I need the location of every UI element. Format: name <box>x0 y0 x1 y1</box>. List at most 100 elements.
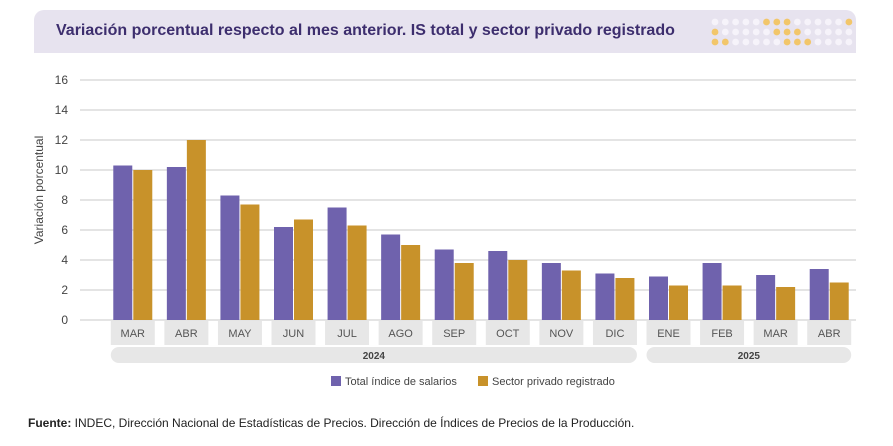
decorative-dot <box>742 28 750 36</box>
category-box <box>164 321 209 345</box>
year-group-box <box>646 347 852 363</box>
bar-privado <box>347 225 367 320</box>
category-box <box>378 321 423 345</box>
y-tick-label: 8 <box>61 193 68 207</box>
bar-total <box>220 195 240 320</box>
bar-privado <box>454 263 474 320</box>
decorative-dot <box>732 28 739 36</box>
decorative-dot <box>773 28 781 36</box>
year-group-label: 2025 <box>738 351 761 362</box>
decorative-dot <box>814 38 822 46</box>
decorative-dot <box>763 18 770 26</box>
bar-total <box>381 234 401 320</box>
decorative-dot <box>773 18 781 26</box>
bar-privado <box>829 282 849 320</box>
bar-total <box>113 165 133 320</box>
decorative-dot <box>752 38 760 46</box>
decorative-dot <box>752 18 760 26</box>
bar-total <box>756 275 776 320</box>
x-tick-label: MAY <box>228 328 252 340</box>
category-box <box>700 321 745 345</box>
bar-total <box>702 263 722 320</box>
category-box <box>646 321 691 345</box>
x-tick-label: JUN <box>283 328 304 340</box>
decorative-dot <box>814 28 822 36</box>
bar-total <box>595 273 615 320</box>
decorative-dot <box>814 18 822 26</box>
decorative-dot <box>794 38 801 46</box>
y-tick-label: 6 <box>61 223 68 237</box>
decorative-dot <box>732 18 739 26</box>
bar-privado <box>508 260 528 320</box>
x-tick-label: FEB <box>711 328 732 340</box>
x-tick-label: AGO <box>388 328 413 340</box>
decorative-dot <box>773 38 781 46</box>
category-box <box>807 321 852 345</box>
x-tick-label: OCT <box>496 328 520 340</box>
category-box <box>485 321 530 345</box>
decorative-dot <box>845 18 853 26</box>
chart-header: Variación porcentual respecto al mes ant… <box>34 10 856 53</box>
bar-total <box>649 276 668 320</box>
category-box <box>592 321 637 345</box>
x-tick-label: ENE <box>657 328 680 340</box>
y-axis-label: Variación porcentual <box>32 136 46 245</box>
x-tick-label: SEP <box>443 328 465 340</box>
category-box <box>432 321 477 345</box>
x-tick-label: NOV <box>549 328 574 340</box>
decorative-dot <box>835 18 842 26</box>
category-box <box>271 321 316 345</box>
bar-total <box>541 263 561 320</box>
source-label: Fuente: <box>28 416 72 430</box>
decorative-dot <box>824 18 832 26</box>
source-text: INDEC, Dirección Nacional de Estadística… <box>71 416 635 430</box>
decorative-dot <box>732 38 739 46</box>
bar-total <box>434 249 454 320</box>
category-box <box>325 321 370 345</box>
x-tick-label: JUL <box>337 328 357 340</box>
y-tick-label: 10 <box>55 163 69 177</box>
decorative-dot <box>721 38 729 46</box>
legend-label: Total índice de salarios <box>345 376 457 388</box>
chart-title: Variación porcentual respecto al mes ant… <box>56 22 675 39</box>
bar-privado <box>776 287 796 320</box>
decorative-dot <box>824 28 832 36</box>
decorative-dot <box>711 18 719 26</box>
decorative-dot <box>721 28 729 36</box>
bar-privado <box>186 140 206 320</box>
year-group-box <box>110 347 637 363</box>
decorative-dot <box>783 18 791 26</box>
bar-privado <box>669 285 688 320</box>
decorative-dot <box>804 28 812 36</box>
legend-swatch <box>331 376 341 386</box>
decorative-dots <box>711 18 853 46</box>
bar-privado <box>133 170 153 320</box>
x-tick-label: ABR <box>175 328 198 340</box>
bar-total <box>809 269 829 320</box>
y-tick-label: 14 <box>55 103 69 117</box>
bar-privado <box>561 270 581 320</box>
decorative-dot <box>742 18 750 26</box>
decorative-dot <box>794 18 801 26</box>
bar-privado <box>401 245 421 320</box>
bar-privado <box>615 278 635 320</box>
decorative-dot <box>845 38 853 46</box>
decorative-dot <box>835 38 842 46</box>
decorative-dot <box>783 28 791 36</box>
decorative-dot <box>763 38 770 46</box>
legend-swatch <box>478 376 488 386</box>
decorative-dot <box>794 28 801 36</box>
y-tick-label: 16 <box>55 73 69 87</box>
decorative-dot <box>742 38 750 46</box>
x-tick-label: MAR <box>121 328 146 340</box>
bar-total <box>166 167 186 320</box>
bar-privado <box>722 285 742 320</box>
bar-privado <box>294 219 313 320</box>
decorative-dot <box>752 28 760 36</box>
legend-label: Sector privado registrado <box>492 376 615 388</box>
category-box <box>753 321 798 345</box>
decorative-dot <box>783 38 791 46</box>
source-note: Fuente: INDEC, Dirección Nacional de Est… <box>28 416 634 430</box>
y-tick-label: 2 <box>61 283 68 297</box>
y-tick-label: 12 <box>55 133 69 147</box>
